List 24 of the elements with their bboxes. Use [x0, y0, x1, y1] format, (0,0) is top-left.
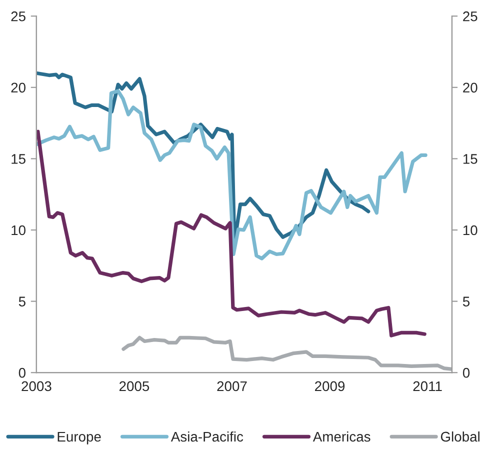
x-tick-label: 2009: [315, 381, 345, 392]
y2-tick-label: 10: [463, 225, 478, 236]
y-tick-label: 25: [11, 11, 26, 22]
legend-label: Asia-Pacific: [170, 431, 244, 442]
y2-tick-label: 20: [463, 82, 478, 93]
y-tick-label: 0: [18, 368, 26, 378]
y-tick-label: 5: [18, 296, 26, 306]
y2-tick-label: 15: [463, 154, 478, 164]
line-series: [36, 89, 428, 260]
line-series: [36, 130, 426, 338]
y2-tick-label: 5: [462, 296, 470, 306]
legend-label: Americas: [312, 431, 370, 442]
x-tick-label: 2003: [22, 381, 52, 392]
line-series: [122, 336, 452, 371]
y-tick-label: 20: [11, 82, 26, 93]
y2-tick-label: 0: [462, 368, 470, 378]
y-tick-label: 15: [12, 154, 26, 164]
legend-label: Europe: [58, 432, 101, 444]
y-tick-label: 10: [12, 225, 26, 236]
x-tick-label: 2007: [217, 381, 247, 392]
x-tick-label: 2011: [413, 381, 442, 392]
legend-label: Global: [440, 431, 480, 442]
y2-tick-label: 25: [463, 11, 478, 22]
x-tick-label: 2005: [119, 381, 150, 392]
